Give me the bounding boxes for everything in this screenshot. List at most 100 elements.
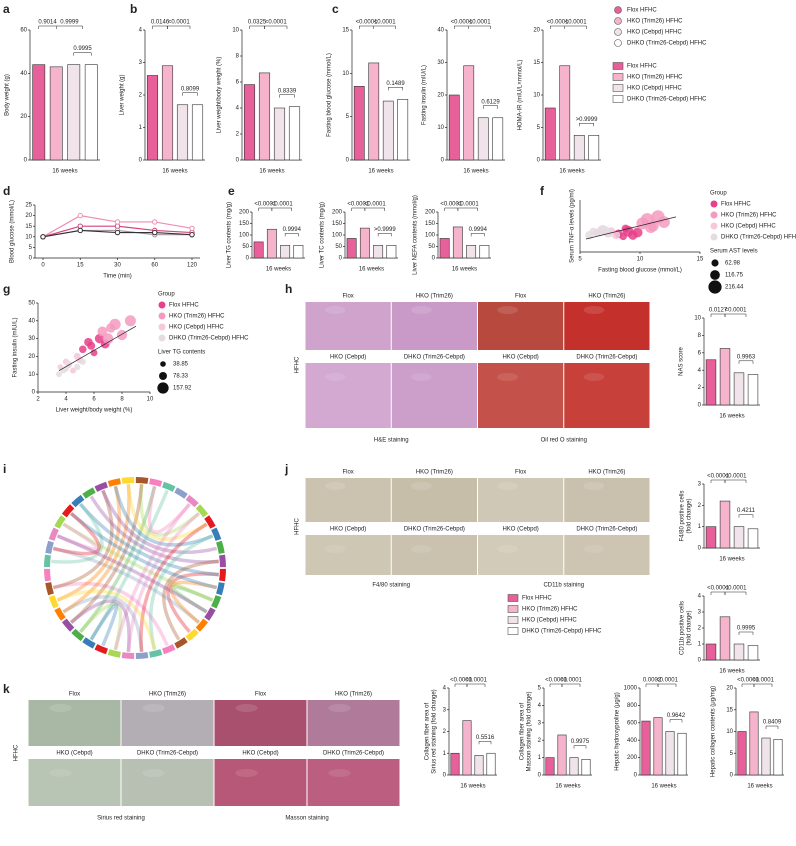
micrograph: [307, 759, 400, 806]
chord: [56, 589, 157, 651]
micrograph: [391, 363, 477, 428]
y-tick-label: 1: [139, 125, 143, 131]
line-point: [189, 231, 195, 238]
y-tick-label: 2: [698, 385, 702, 391]
bar: [761, 737, 771, 776]
p-value: <0.0001: [725, 308, 748, 314]
chord: [79, 485, 157, 634]
bar: [161, 65, 174, 161]
x-axis-label: 16 weeks: [747, 784, 772, 790]
significance-bracket: [738, 360, 754, 364]
size-legend-label: 78.33: [173, 374, 189, 380]
y-tick-label: 8: [236, 54, 240, 60]
legend-label: DHKO (Trim26-Cebpd) HFHC: [721, 235, 796, 241]
bar: [705, 526, 717, 549]
y-tick-label: 4: [698, 368, 702, 374]
y-tick-label: 20: [25, 213, 32, 219]
chord-segment: [107, 478, 121, 487]
significance-bracket: [669, 719, 683, 723]
image-label: HKO (Cebpd): [242, 751, 278, 757]
significance-bracket: [182, 92, 198, 96]
p-value: 0.9994: [469, 227, 488, 233]
micrograph: [564, 363, 650, 428]
y-tick-label: 600: [627, 720, 638, 726]
p-value: 0.8099: [181, 86, 200, 92]
y-tick-label: 5: [346, 114, 350, 120]
micrograph: [214, 700, 307, 746]
legend-label: HKO (Cebpd) HFHC: [721, 224, 776, 230]
y-tick-label: 10: [533, 93, 540, 99]
y-tick-label: 0: [236, 158, 240, 164]
legend-swatch: [507, 594, 519, 602]
bar: [719, 500, 731, 549]
tissue-texture: [583, 482, 605, 490]
image-label: Flox: [69, 692, 80, 698]
bubble: [605, 230, 613, 238]
chord-segment: [107, 649, 121, 658]
y-tick-label: 2: [443, 729, 447, 735]
tissue-texture: [49, 769, 72, 777]
micrograph: [121, 700, 214, 746]
bubble: [116, 329, 128, 341]
legend-swatch: [612, 95, 624, 103]
bar: [176, 104, 189, 161]
image-label: DHKO (Trim26-Cebpd): [137, 751, 198, 757]
y-tick-label: 30: [437, 60, 444, 66]
y-tick-label: 4: [139, 28, 143, 34]
significance-bracket: [478, 741, 492, 745]
chord: [139, 484, 201, 537]
size-legend-swatch: [157, 382, 169, 394]
chord: [101, 489, 218, 555]
image-label: DHKO (Trim26-Cebpd): [404, 355, 465, 361]
bubble: [79, 345, 87, 354]
bar: [146, 75, 159, 161]
bubble: [69, 367, 77, 374]
size-legend-swatch: [160, 361, 166, 367]
legend-label: HKO (Cebpd) HFHC: [627, 86, 682, 92]
y-tick-label: 6: [698, 350, 702, 356]
chord-segment: [211, 595, 222, 609]
p-value: <0.0001: [265, 20, 288, 26]
x-axis-label: Fasting blood glucose (mmol/L): [598, 268, 682, 274]
y-axis-label: Hepatic hydroxyproline (μg/g): [615, 692, 621, 771]
x-tick-label: 6: [92, 397, 96, 403]
bubble: [599, 224, 607, 233]
y-axis-label: Liver weight/body weight (%): [217, 57, 223, 134]
p-value: 0.1489: [386, 81, 405, 87]
chord-segment: [216, 582, 225, 596]
y-tick-label: 50: [335, 244, 342, 250]
panel-label: f: [540, 184, 545, 198]
legend-swatch: [158, 334, 166, 342]
y-tick-label: 0: [346, 158, 350, 164]
significance-bracket: [73, 52, 92, 56]
y-axis-label: Fasting blood glucose (mmol/L): [327, 53, 333, 137]
p-value: 0.0325: [248, 20, 267, 26]
chord: [69, 512, 218, 590]
y-tick-label: 0: [730, 773, 734, 779]
bar: [573, 135, 585, 161]
chord: [56, 485, 122, 602]
bubble: [65, 360, 72, 367]
p-value: 0.5516: [476, 735, 495, 741]
y-tick-label: 6: [236, 80, 240, 86]
significance-bracket: [573, 745, 587, 749]
x-axis-label: 16 weeks: [52, 169, 77, 175]
p-value: 0.8409: [763, 720, 782, 726]
tissue-texture: [497, 545, 519, 553]
micrograph: [307, 700, 400, 746]
tissue-texture: [324, 545, 346, 553]
micrograph: [391, 302, 477, 350]
size-legend-swatch: [711, 259, 719, 267]
bar: [492, 117, 504, 161]
y-tick-label: 8: [698, 333, 702, 339]
y-tick-label: 60: [20, 28, 27, 34]
p-value: <0.0001: [707, 586, 730, 592]
chord-segment: [185, 628, 199, 642]
p-value: 0.0127: [709, 308, 728, 314]
significance-bracket: [724, 591, 747, 595]
x-axis-label: 16 weeks: [460, 784, 485, 790]
y-tick-label: 1: [538, 755, 542, 761]
legend-swatch: [710, 211, 718, 219]
tissue-texture: [142, 769, 165, 777]
tissue-texture: [583, 306, 605, 314]
